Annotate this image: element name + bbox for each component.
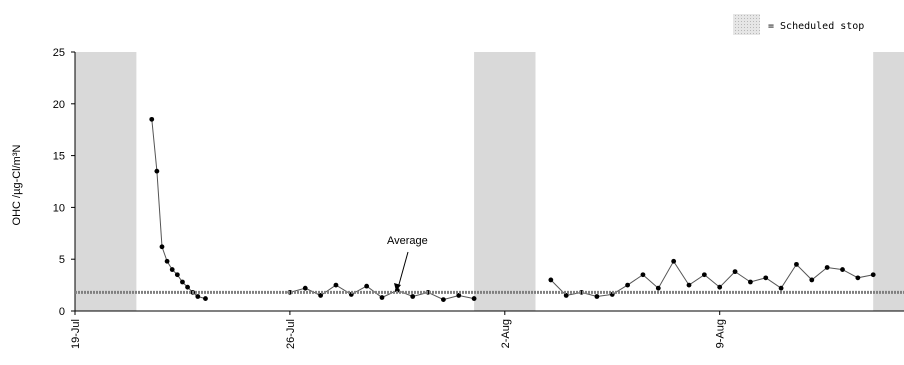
- y-tick-label-10: 10: [53, 202, 65, 214]
- data-point: [471, 296, 477, 301]
- data-point: [594, 294, 600, 299]
- data-point: [174, 272, 180, 278]
- data-point: [563, 293, 569, 298]
- data-point: [701, 272, 707, 278]
- data-point: [164, 258, 170, 264]
- y-tick-label-20: 20: [53, 99, 65, 111]
- data-point: [185, 284, 190, 290]
- data-point: [203, 296, 208, 301]
- data-point: [364, 283, 370, 289]
- y-axis: 0 5 10 15 20 25: [53, 47, 76, 318]
- data-point: [840, 267, 845, 272]
- data-series: [149, 116, 876, 303]
- x-axis: 19-Jul26-Jul2-Aug9-Aug6-Aug3-Aug0-Aug6-S…: [70, 310, 904, 349]
- stop-band-1: [474, 52, 536, 311]
- data-point: [732, 269, 738, 275]
- y-tick-label-0: 0: [59, 306, 65, 318]
- data-point: [159, 244, 165, 250]
- data-point: [809, 277, 815, 283]
- y-axis-title: OHC /µg-Cl/m³N: [11, 145, 23, 226]
- data-point: [640, 272, 646, 278]
- data-point: [870, 272, 876, 278]
- legend-swatch: [733, 14, 760, 35]
- stop-band-2: [873, 52, 904, 311]
- data-point: [149, 116, 155, 122]
- data-point: [748, 279, 753, 285]
- series-line-0: [151, 119, 206, 300]
- data-point: [671, 258, 677, 264]
- average-arrowhead: [394, 283, 401, 291]
- data-point: [686, 282, 692, 288]
- data-point: [855, 275, 861, 281]
- data-point: [333, 282, 339, 288]
- data-point: [655, 285, 661, 291]
- x-tick-label-2: 2-Aug: [500, 319, 512, 348]
- data-point: [180, 279, 185, 285]
- average-annotation-label: Average: [387, 235, 428, 247]
- data-point: [410, 294, 416, 299]
- data-point: [763, 275, 769, 281]
- data-point: [794, 261, 799, 267]
- average-annotation: Average: [387, 235, 428, 291]
- data-point: [824, 265, 830, 270]
- stop-band-0: [75, 52, 137, 311]
- data-point: [302, 285, 308, 291]
- data-point: [625, 282, 630, 288]
- data-point: [548, 277, 554, 283]
- legend-label: = Scheduled stop: [768, 21, 864, 32]
- legend: = Scheduled stop: [733, 14, 864, 35]
- x-tick-label-0: 19-Jul: [70, 319, 82, 349]
- data-point: [778, 285, 784, 291]
- data-point: [154, 168, 160, 174]
- data-point: [717, 284, 723, 290]
- data-point: [456, 293, 462, 298]
- average-arrow: [397, 251, 409, 289]
- y-tick-label-5: 5: [59, 254, 65, 266]
- x-tick-label-3: 9-Aug: [715, 319, 727, 348]
- scheduled-stop-bands: [75, 52, 904, 311]
- data-point: [441, 297, 446, 303]
- data-point: [379, 295, 385, 300]
- y-tick-label-25: 25: [53, 47, 65, 59]
- y-tick-label-15: 15: [53, 151, 65, 163]
- series-line-2: [550, 260, 874, 298]
- data-point: [169, 267, 175, 272]
- data-point: [195, 294, 201, 299]
- x-tick-label-1: 26-Jul: [285, 319, 297, 349]
- data-point: [318, 293, 323, 298]
